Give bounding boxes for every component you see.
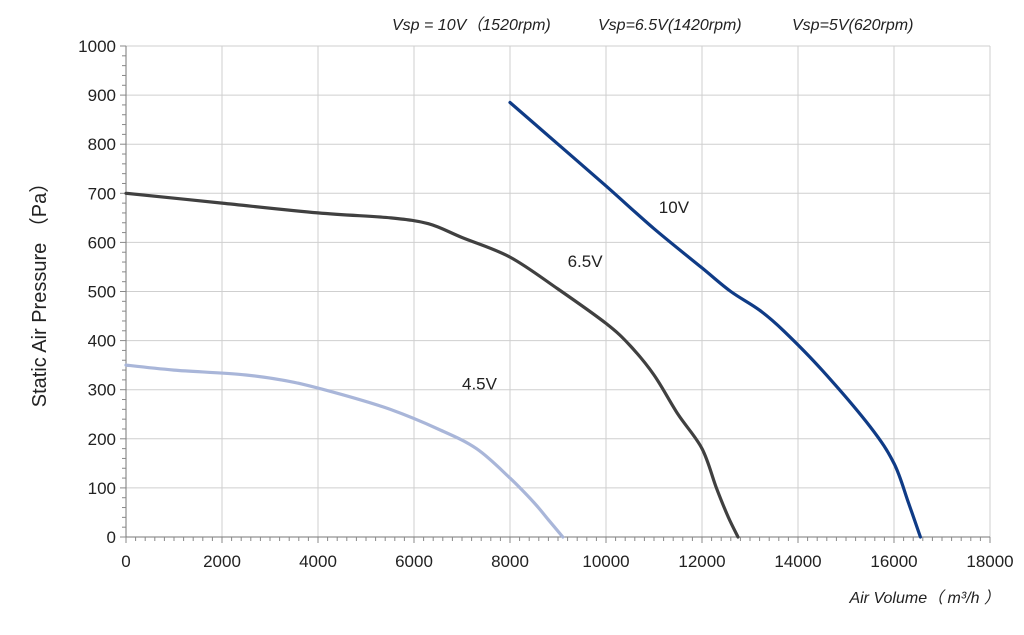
series-label-4-5v: 4.5V: [462, 375, 498, 394]
y-tick-label-700: 700: [88, 184, 116, 203]
x-tick-label-12000: 12000: [678, 552, 725, 571]
series-label-6-5v: 6.5V: [568, 252, 604, 271]
y-tick-label-100: 100: [88, 479, 116, 498]
x-tick-label-18000: 18000: [966, 552, 1013, 571]
series-layer: [124, 100, 922, 539]
y-tick-label-200: 200: [88, 430, 116, 449]
header-label-6-5v: Vsp=6.5V(1420rpm): [598, 17, 742, 34]
grid: [125, 45, 991, 538]
x-tick-label-6000: 6000: [395, 552, 433, 571]
annotations: 10V 6.5V 4.5V: [462, 198, 690, 394]
x-tick-label-14000: 14000: [774, 552, 821, 571]
x-tick-label-8000: 8000: [491, 552, 529, 571]
tick-labels: 0 2000 4000 6000 8000 10000 12000 14000 16000 180…: [78, 37, 1013, 571]
y-tick-label-1000: 1000: [78, 37, 116, 56]
series-label-10v: 10V: [659, 198, 690, 217]
x-axis-label: Air Volume（ m³/h ）: [848, 589, 1000, 607]
x-tick-label-2000: 2000: [203, 552, 241, 571]
header-label-10v: Vsp = 10V（1520rpm): [392, 16, 551, 34]
y-tick-label-600: 600: [88, 233, 116, 252]
y-axis-label: Static Air Pressure （Pa）: [28, 173, 51, 408]
y-tick-label-900: 900: [88, 86, 116, 105]
x-tick-label-0: 0: [121, 552, 130, 571]
header-label-5v: Vsp=5V(620rpm): [792, 17, 913, 34]
x-tick-label-4000: 4000: [299, 552, 337, 571]
series-line-4-5v: [124, 363, 565, 539]
y-tick-label-300: 300: [88, 381, 116, 400]
y-tick-label-500: 500: [88, 283, 116, 302]
y-tick-label-0: 0: [107, 528, 116, 547]
x-tick-label-16000: 16000: [870, 552, 917, 571]
y-tick-label-400: 400: [88, 332, 116, 351]
series-line-6-5v: [124, 191, 740, 539]
minor-ticks: [120, 45, 991, 543]
x-tick-label-10000: 10000: [582, 552, 629, 571]
series-line-10v: [508, 100, 922, 539]
y-tick-label-800: 800: [88, 135, 116, 154]
